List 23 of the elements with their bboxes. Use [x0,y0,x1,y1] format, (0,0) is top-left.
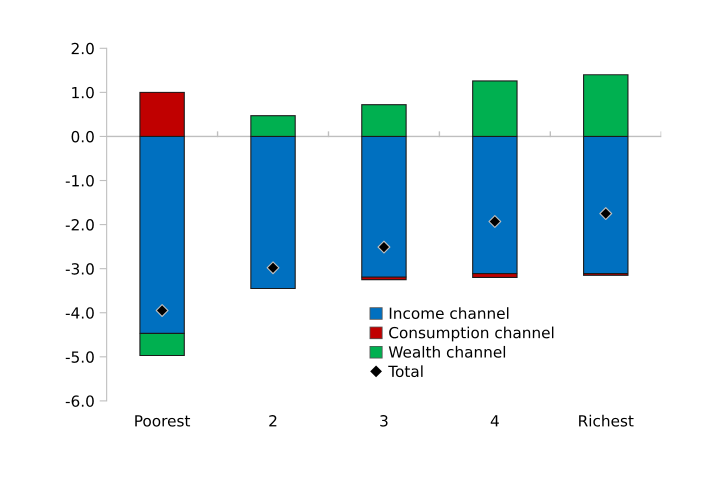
point [599,207,612,220]
legend-label: Income channel [390,307,508,320]
x-tick-label: 4 [490,415,499,426]
point [488,215,502,228]
point [156,304,169,317]
point [377,240,390,254]
x-tick-label: 2 [269,415,276,426]
y-tick-label: -4.0 [66,307,94,319]
x-tick-label: Richest [579,414,634,427]
legend-label: Total [388,365,423,378]
x-tick-label: Poorest [135,415,190,427]
y-tick-label: -2.0 [66,219,94,231]
y-tick-label: -1.0 [66,174,94,187]
point [266,261,280,274]
y-tick-label: -6.0 [66,395,94,407]
y-tick-label: 1.0 [72,86,94,98]
y-tick-label: -5.0 [66,351,94,363]
x-tick-label: 3 [380,415,388,427]
y-tick-label: 0.0 [72,130,94,142]
y-tick-label: -3.0 [66,263,94,275]
legend-label: Wealth channel [388,346,506,358]
y-tick-label: 2.0 [72,42,94,54]
legend-label: Consumption channel [389,326,554,342]
